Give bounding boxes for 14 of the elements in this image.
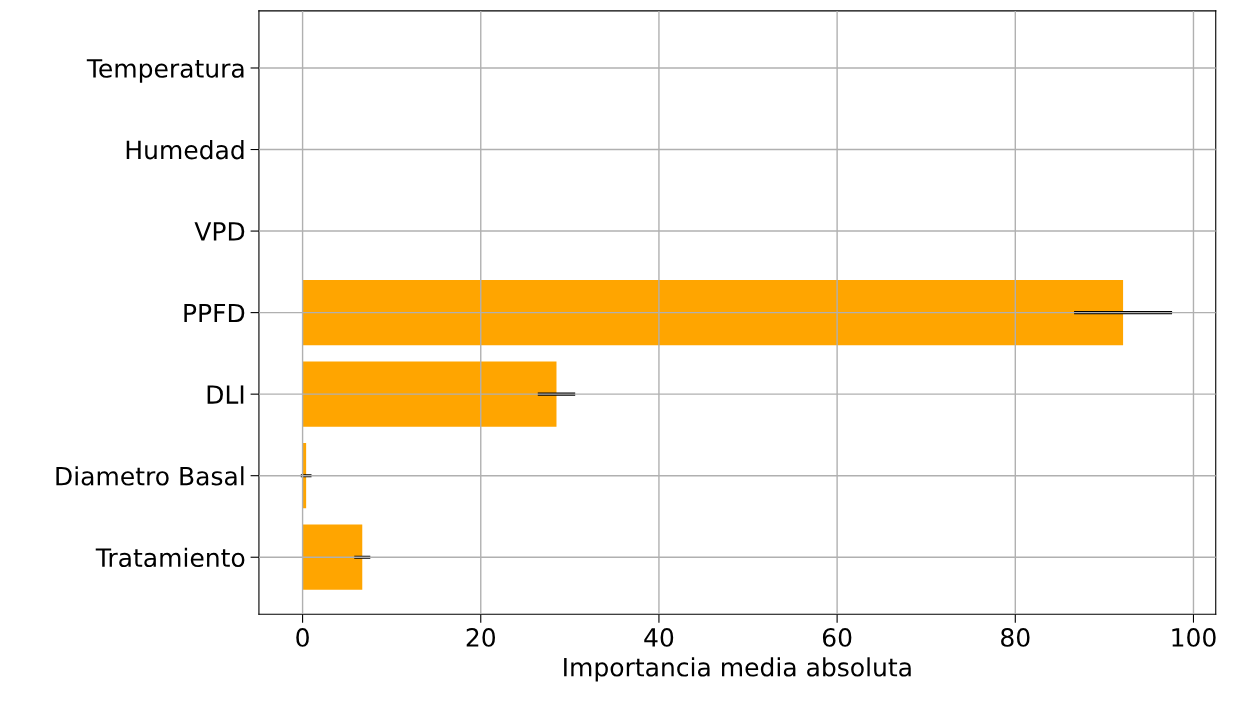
y-tick-label: VPD xyxy=(194,222,245,241)
x-tick-label: 80 xyxy=(1001,627,1030,647)
x-tick-label: 60 xyxy=(822,627,852,647)
x-tick-label: 0 xyxy=(296,627,309,647)
y-tick-label: Humedad xyxy=(126,140,244,160)
y-tick-label: PPFD xyxy=(184,303,245,323)
x-axis-title: Importancia media absoluta xyxy=(564,657,911,682)
y-tick-label: Temperatura xyxy=(86,59,244,83)
y-tick-label: DLI xyxy=(207,385,244,404)
x-tick-label: 40 xyxy=(644,627,674,647)
x-tick-label: 100 xyxy=(1172,627,1216,647)
y-tick-label: Tratamiento xyxy=(95,547,245,568)
y-tick-label: Diametro Basal xyxy=(56,466,244,486)
x-tick-label: 20 xyxy=(466,627,496,647)
